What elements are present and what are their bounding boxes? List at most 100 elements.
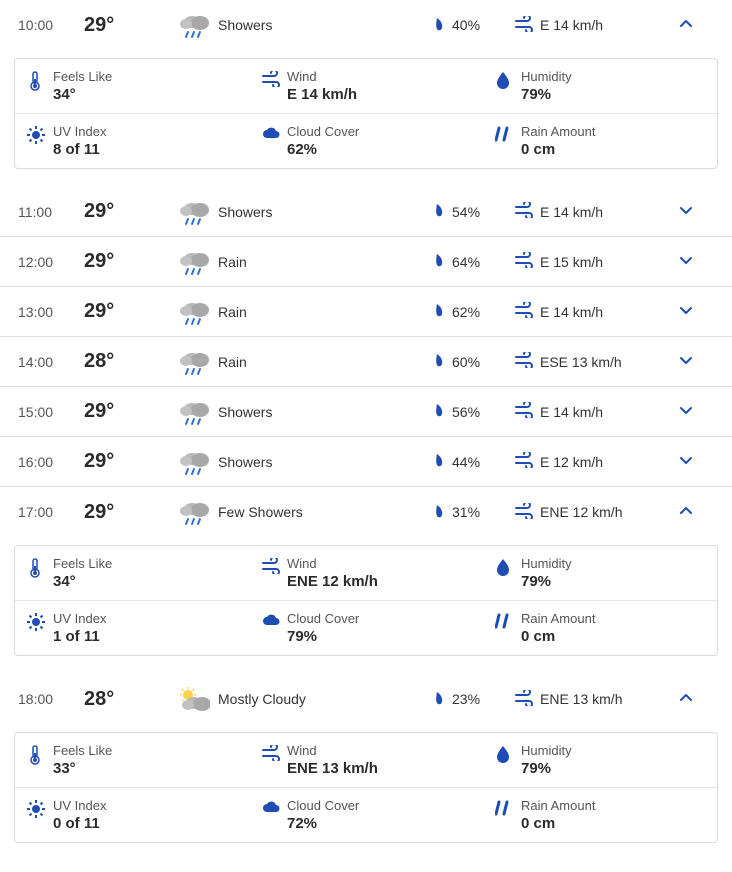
expand-toggle[interactable] xyxy=(664,352,694,371)
detail-label: UV Index xyxy=(53,124,106,139)
hour-wind: E 14 km/h xyxy=(514,402,664,421)
expand-toggle[interactable] xyxy=(664,202,694,221)
cloud-icon xyxy=(261,611,287,627)
detail-rain-amount: Rain Amount 0 cm xyxy=(483,788,717,842)
hourly-forecast-row[interactable]: 11:00 29° Showers 54% E 14 km/h xyxy=(0,187,732,237)
condition-text: Showers xyxy=(218,404,272,420)
detail-value: 0 cm xyxy=(521,628,595,645)
weather-condition-icon xyxy=(174,447,212,477)
weather-condition-icon xyxy=(174,685,212,713)
hour-time: 15:00 xyxy=(18,404,84,420)
chevron-up-icon xyxy=(678,16,694,35)
hour-time: 17:00 xyxy=(18,504,84,520)
detail-label: Feels Like xyxy=(53,69,112,84)
detail-label: Wind xyxy=(287,743,378,758)
detail-value: 34° xyxy=(53,573,112,590)
thermometer-icon xyxy=(27,743,53,765)
rain-icon xyxy=(495,124,521,144)
wind-value: E 15 km/h xyxy=(540,254,603,270)
raindrop-icon xyxy=(434,252,452,271)
detail-humidity: Humidity 79% xyxy=(483,59,717,113)
hour-time: 11:00 xyxy=(18,204,84,220)
detail-value: 79% xyxy=(521,86,572,103)
hour-condition: Rain xyxy=(174,247,434,277)
expand-toggle[interactable] xyxy=(664,690,694,709)
hour-temperature: 28° xyxy=(84,688,174,711)
sun-icon xyxy=(27,611,53,631)
rain-icon xyxy=(495,611,521,631)
detail-label: Feels Like xyxy=(53,743,112,758)
chevron-down-icon xyxy=(678,402,694,421)
detail-value: 79% xyxy=(521,573,572,590)
detail-uv-index: UV Index 1 of 11 xyxy=(15,601,249,655)
detail-value: 34° xyxy=(53,86,112,103)
expand-toggle[interactable] xyxy=(664,402,694,421)
expand-toggle[interactable] xyxy=(664,302,694,321)
expand-toggle[interactable] xyxy=(664,252,694,271)
hour-precipitation: 40% xyxy=(434,16,514,35)
raindrop-icon xyxy=(434,503,452,522)
hourly-forecast-row[interactable]: 16:00 29° Showers 44% E 12 km/h xyxy=(0,437,732,487)
detail-value: 62% xyxy=(287,141,359,158)
detail-wind: Wind ENE 12 km/h xyxy=(249,546,483,600)
cloud-icon xyxy=(261,798,287,814)
cloud-icon xyxy=(261,124,287,140)
hourly-forecast-row[interactable]: 10:00 29° Showers 40% E 14 km/h xyxy=(0,0,732,50)
raindrop-icon xyxy=(434,402,452,421)
wind-icon xyxy=(261,743,287,761)
chevron-down-icon xyxy=(678,202,694,221)
weather-condition-icon xyxy=(174,197,212,227)
detail-label: Humidity xyxy=(521,556,572,571)
hour-wind: E 12 km/h xyxy=(514,452,664,471)
detail-feels-like: Feels Like 33° xyxy=(15,733,249,787)
hour-wind: ENE 12 km/h xyxy=(514,503,664,522)
wind-icon xyxy=(514,503,540,522)
hour-precipitation: 62% xyxy=(434,302,514,321)
detail-value: 0 cm xyxy=(521,141,595,158)
hourly-forecast-row[interactable]: 14:00 28° Rain 60% ESE 13 km/h xyxy=(0,337,732,387)
wind-value: E 14 km/h xyxy=(540,404,603,420)
hour-time: 10:00 xyxy=(18,17,84,33)
detail-rain-amount: Rain Amount 0 cm xyxy=(483,601,717,655)
condition-text: Rain xyxy=(218,354,247,370)
detail-cloud-cover: Cloud Cover 62% xyxy=(249,114,483,168)
detail-label: Humidity xyxy=(521,69,572,84)
expand-toggle[interactable] xyxy=(664,503,694,522)
humidity-icon xyxy=(495,743,521,763)
hour-precipitation: 60% xyxy=(434,352,514,371)
hour-condition: Rain xyxy=(174,297,434,327)
wind-value: E 14 km/h xyxy=(540,204,603,220)
hourly-forecast-row[interactable]: 15:00 29° Showers 56% E 14 km/h xyxy=(0,387,732,437)
hourly-forecast-row[interactable]: 18:00 28° Mostly Cloudy 23% ENE 13 km/h xyxy=(0,674,732,724)
detail-value: 8 of 11 xyxy=(53,141,106,158)
raindrop-icon xyxy=(434,352,452,371)
hour-wind: E 14 km/h xyxy=(514,302,664,321)
hour-condition: Showers xyxy=(174,197,434,227)
detail-value: 72% xyxy=(287,815,359,832)
hour-temperature: 29° xyxy=(84,250,174,273)
detail-label: Wind xyxy=(287,556,378,571)
rain-icon xyxy=(495,798,521,818)
weather-condition-icon xyxy=(174,297,212,327)
detail-label: Rain Amount xyxy=(521,124,595,139)
detail-cloud-cover: Cloud Cover 72% xyxy=(249,788,483,842)
wind-value: E 14 km/h xyxy=(540,17,603,33)
hour-time: 14:00 xyxy=(18,354,84,370)
detail-humidity: Humidity 79% xyxy=(483,546,717,600)
hour-temperature: 29° xyxy=(84,501,174,524)
wind-icon xyxy=(261,556,287,574)
detail-label: Cloud Cover xyxy=(287,611,359,626)
wind-icon xyxy=(261,69,287,87)
weather-condition-icon xyxy=(174,10,212,40)
expand-toggle[interactable] xyxy=(664,452,694,471)
condition-text: Mostly Cloudy xyxy=(218,691,306,707)
expand-toggle[interactable] xyxy=(664,16,694,35)
hourly-forecast-row[interactable]: 13:00 29° Rain 62% E 14 km/h xyxy=(0,287,732,337)
detail-feels-like: Feels Like 34° xyxy=(15,59,249,113)
hourly-forecast-row[interactable]: 12:00 29° Rain 64% E 15 km/h xyxy=(0,237,732,287)
hourly-forecast-row[interactable]: 17:00 29° Few Showers 31% ENE 12 km/h xyxy=(0,487,732,537)
hour-time: 12:00 xyxy=(18,254,84,270)
condition-text: Rain xyxy=(218,304,247,320)
wind-value: ENE 13 km/h xyxy=(540,691,622,707)
hour-temperature: 28° xyxy=(84,350,174,373)
